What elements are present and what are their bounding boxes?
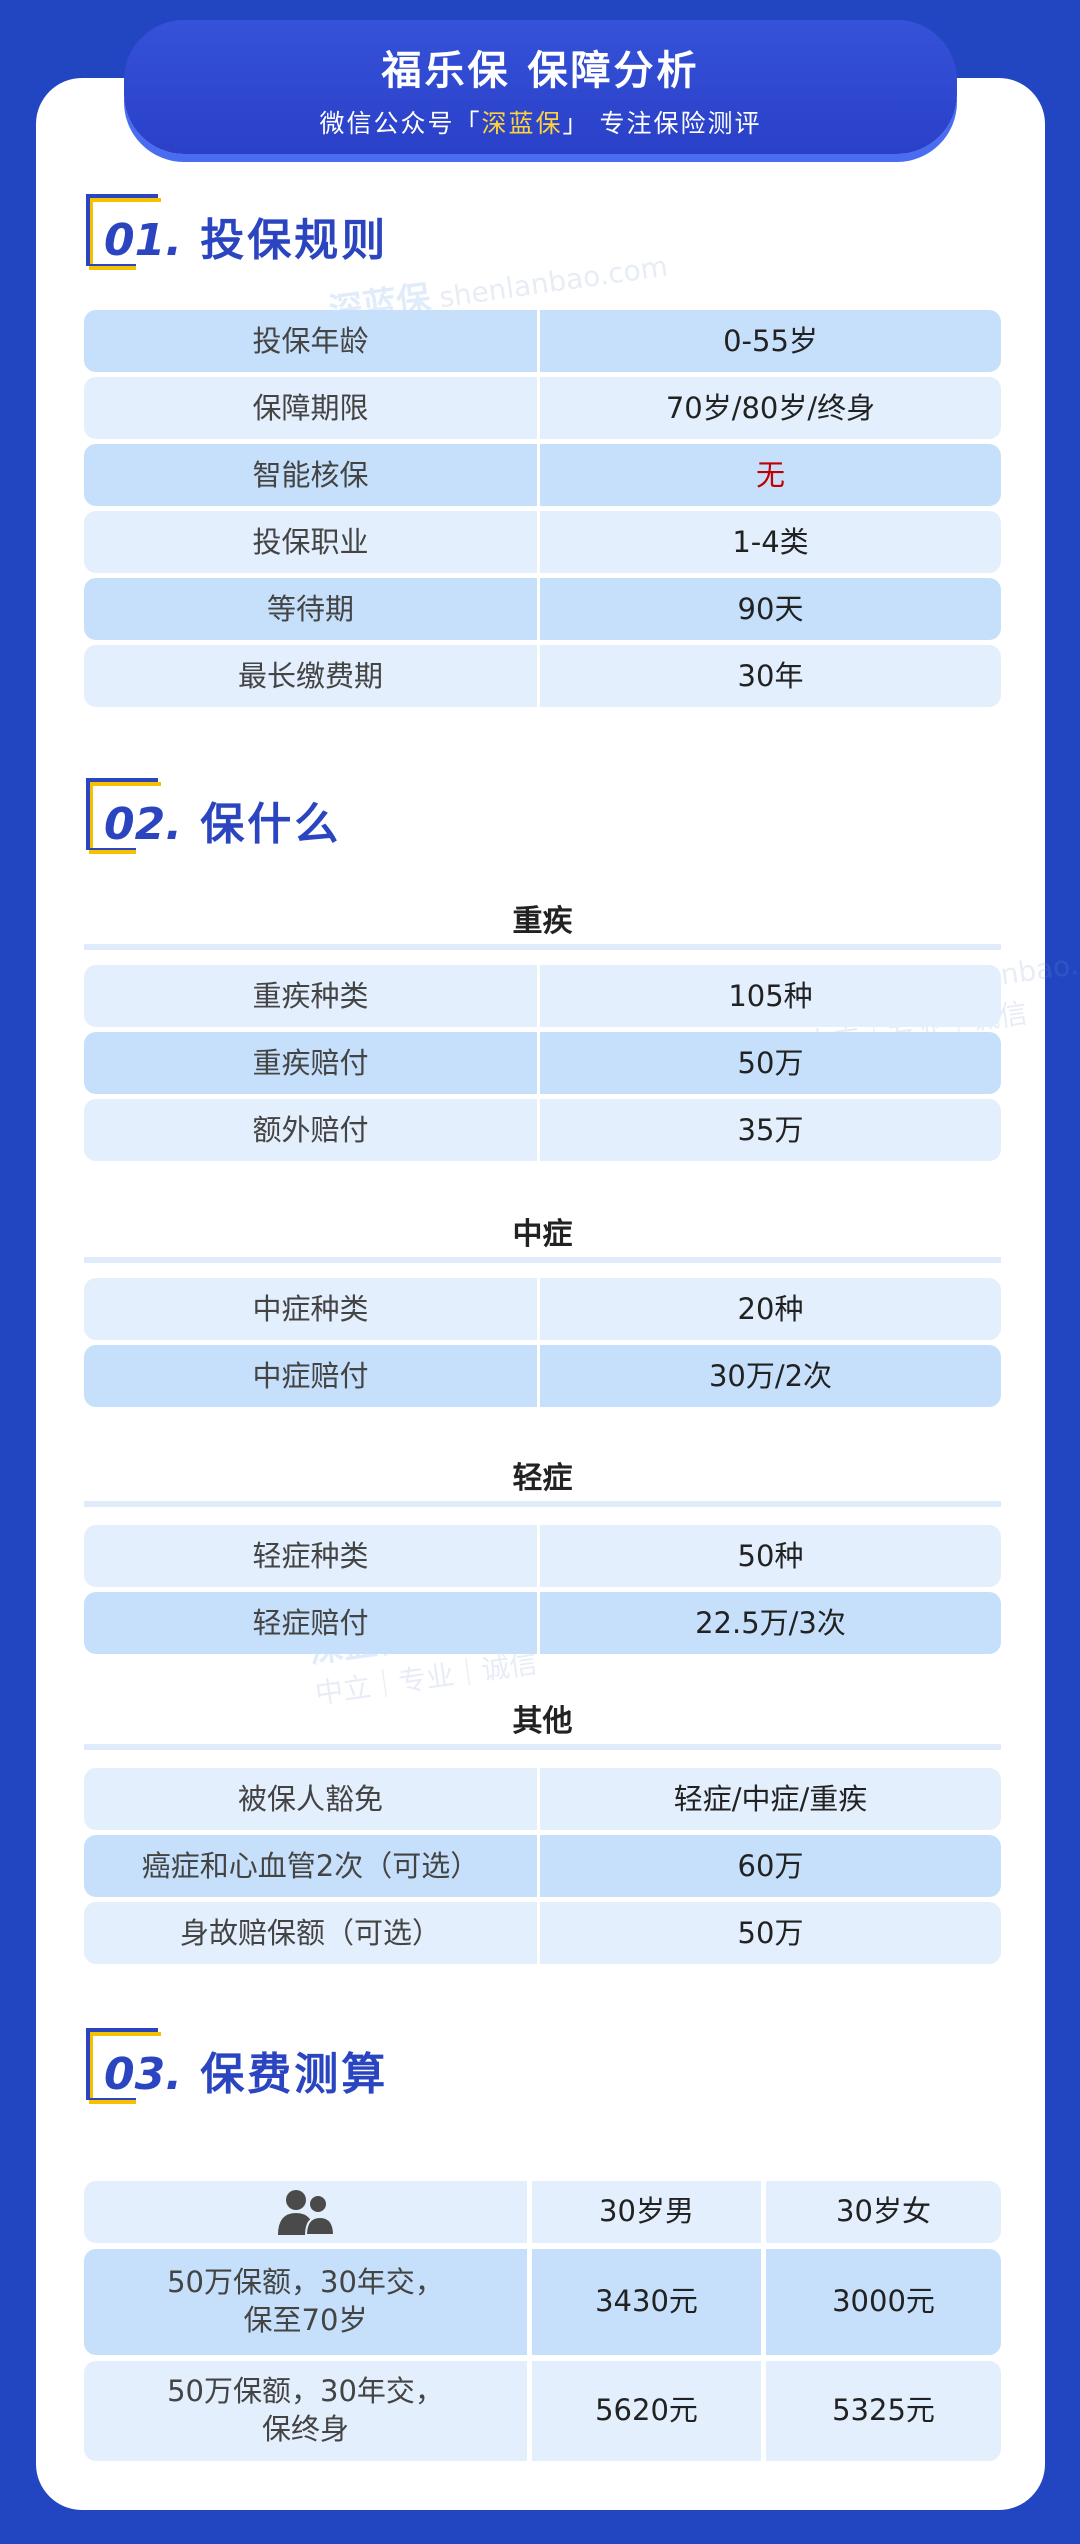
row-value: 50种 xyxy=(737,1538,804,1573)
table-row: 投保职业 1-4类 xyxy=(84,511,1001,573)
header-banner: 福乐保 保障分析 微信公众号「深蓝保」 专注保险测评 xyxy=(124,20,957,154)
coverage-table: 中症种类 20种中症赔付 30万/2次 xyxy=(84,1278,1001,1412)
row-value: 35万 xyxy=(737,1112,804,1147)
row-value: 20种 xyxy=(737,1291,804,1326)
group-heading: 轻症 xyxy=(84,1453,1001,1507)
row-label: 中症赔付 xyxy=(84,1345,540,1407)
table-row: 轻症种类 50种 xyxy=(84,1525,1001,1587)
divider xyxy=(84,1257,1001,1263)
divider xyxy=(84,1501,1001,1507)
row-label: 轻症赔付 xyxy=(84,1592,540,1654)
row-label: 保障期限 xyxy=(84,377,540,439)
table-row: 重疾种类 105种 xyxy=(84,965,1001,1027)
premium-row: 50万保额，30年交， 保至70岁 3430元 3000元 xyxy=(84,2249,1001,2355)
page-subtitle: 微信公众号「深蓝保」 专注保险测评 xyxy=(124,104,957,140)
table-row: 最长缴费期 30年 xyxy=(84,645,1001,707)
row-label: 投保年龄 xyxy=(84,310,540,372)
row-value: 轻症/中症/重疾 xyxy=(673,1781,868,1816)
row-value: 1-4类 xyxy=(732,524,809,559)
row-value: 60万 xyxy=(737,1848,804,1883)
premium-female: 5325元 xyxy=(832,2393,935,2428)
table-row: 中症赔付 30万/2次 xyxy=(84,1345,1001,1407)
row-value: 无 xyxy=(755,457,785,492)
rules-table: 投保年龄 0-55岁保障期限 70岁/80岁/终身智能核保 无投保职业 1-4类等待期 9… xyxy=(84,310,1001,712)
table-row: 投保年龄 0-55岁 xyxy=(84,310,1001,372)
column-header-male: 30岁男 xyxy=(532,2181,766,2243)
row-label: 重疾种类 xyxy=(84,965,540,1027)
row-label: 投保职业 xyxy=(84,511,540,573)
premium-male: 5620元 xyxy=(532,2361,766,2461)
table-row: 智能核保 无 xyxy=(84,444,1001,506)
row-value: 70岁/80岁/终身 xyxy=(665,390,876,425)
row-label: 癌症和心血管2次（可选） xyxy=(84,1835,540,1897)
row-value: 22.5万/3次 xyxy=(695,1605,846,1640)
subtitle-brand: 深蓝保 xyxy=(481,109,563,138)
row-value: 50万 xyxy=(737,1045,804,1080)
table-row: 保障期限 70岁/80岁/终身 xyxy=(84,377,1001,439)
group-heading: 重疾 xyxy=(84,896,1001,950)
divider xyxy=(84,1744,1001,1750)
premium-row: 50万保额，30年交， 保终身 5620元 5325元 xyxy=(84,2361,1001,2461)
page-title: 福乐保 保障分析 xyxy=(381,48,700,94)
table-row: 中症种类 20种 xyxy=(84,1278,1001,1340)
premium-male: 3430元 xyxy=(532,2249,766,2355)
row-label: 重疾赔付 xyxy=(84,1032,540,1094)
subtitle-prefix: 微信公众号「 xyxy=(319,109,482,138)
table-row: 等待期 90天 xyxy=(84,578,1001,640)
table-row: 额外赔付 35万 xyxy=(84,1099,1001,1161)
premium-table: 30岁男 30岁女 50万保额，30年交， 保至70岁 3430元 3000元 5… xyxy=(84,2181,1001,2467)
coverage-table: 重疾种类 105种重疾赔付 50万额外赔付 35万 xyxy=(84,965,1001,1166)
group-heading: 其他 xyxy=(84,1696,1001,1750)
row-label: 智能核保 xyxy=(84,444,540,506)
coverage-table: 被保人豁免 轻症/中症/重疾癌症和心血管2次（可选） 60万身故赔保额（可选） 50万 xyxy=(84,1768,1001,1969)
table-row: 轻症赔付 22.5万/3次 xyxy=(84,1592,1001,1654)
coverage-table: 轻症种类 50种轻症赔付 22.5万/3次 xyxy=(84,1525,1001,1659)
divider xyxy=(84,944,1001,950)
row-value: 30万/2次 xyxy=(708,1358,833,1393)
table-row: 身故赔保额（可选） 50万 xyxy=(84,1902,1001,1964)
plan-label: 50万保额，30年交， 保至70岁 xyxy=(84,2249,532,2355)
people-icon xyxy=(84,2181,532,2243)
row-label: 等待期 xyxy=(84,578,540,640)
row-value: 0-55岁 xyxy=(723,323,818,358)
row-label: 身故赔保额（可选） xyxy=(84,1902,540,1964)
table-row: 重疾赔付 50万 xyxy=(84,1032,1001,1094)
table-row: 癌症和心血管2次（可选） 60万 xyxy=(84,1835,1001,1897)
column-header-female: 30岁女 xyxy=(836,2194,931,2229)
row-value: 50万 xyxy=(737,1915,804,1950)
plan-label: 50万保额，30年交， 保终身 xyxy=(84,2361,532,2461)
row-value: 105种 xyxy=(728,978,813,1013)
premium-header-row: 30岁男 30岁女 xyxy=(84,2181,1001,2243)
premium-female: 3000元 xyxy=(832,2284,935,2319)
row-label: 额外赔付 xyxy=(84,1099,540,1161)
row-value: 90天 xyxy=(737,591,804,626)
row-label: 被保人豁免 xyxy=(84,1768,540,1830)
subtitle-suffix: 」 专注保险测评 xyxy=(562,109,762,138)
row-label: 中症种类 xyxy=(84,1278,540,1340)
row-value: 30年 xyxy=(737,658,804,693)
table-row: 被保人豁免 轻症/中症/重疾 xyxy=(84,1768,1001,1830)
group-heading: 中症 xyxy=(84,1209,1001,1263)
row-label: 最长缴费期 xyxy=(84,645,540,707)
row-label: 轻症种类 xyxy=(84,1525,540,1587)
